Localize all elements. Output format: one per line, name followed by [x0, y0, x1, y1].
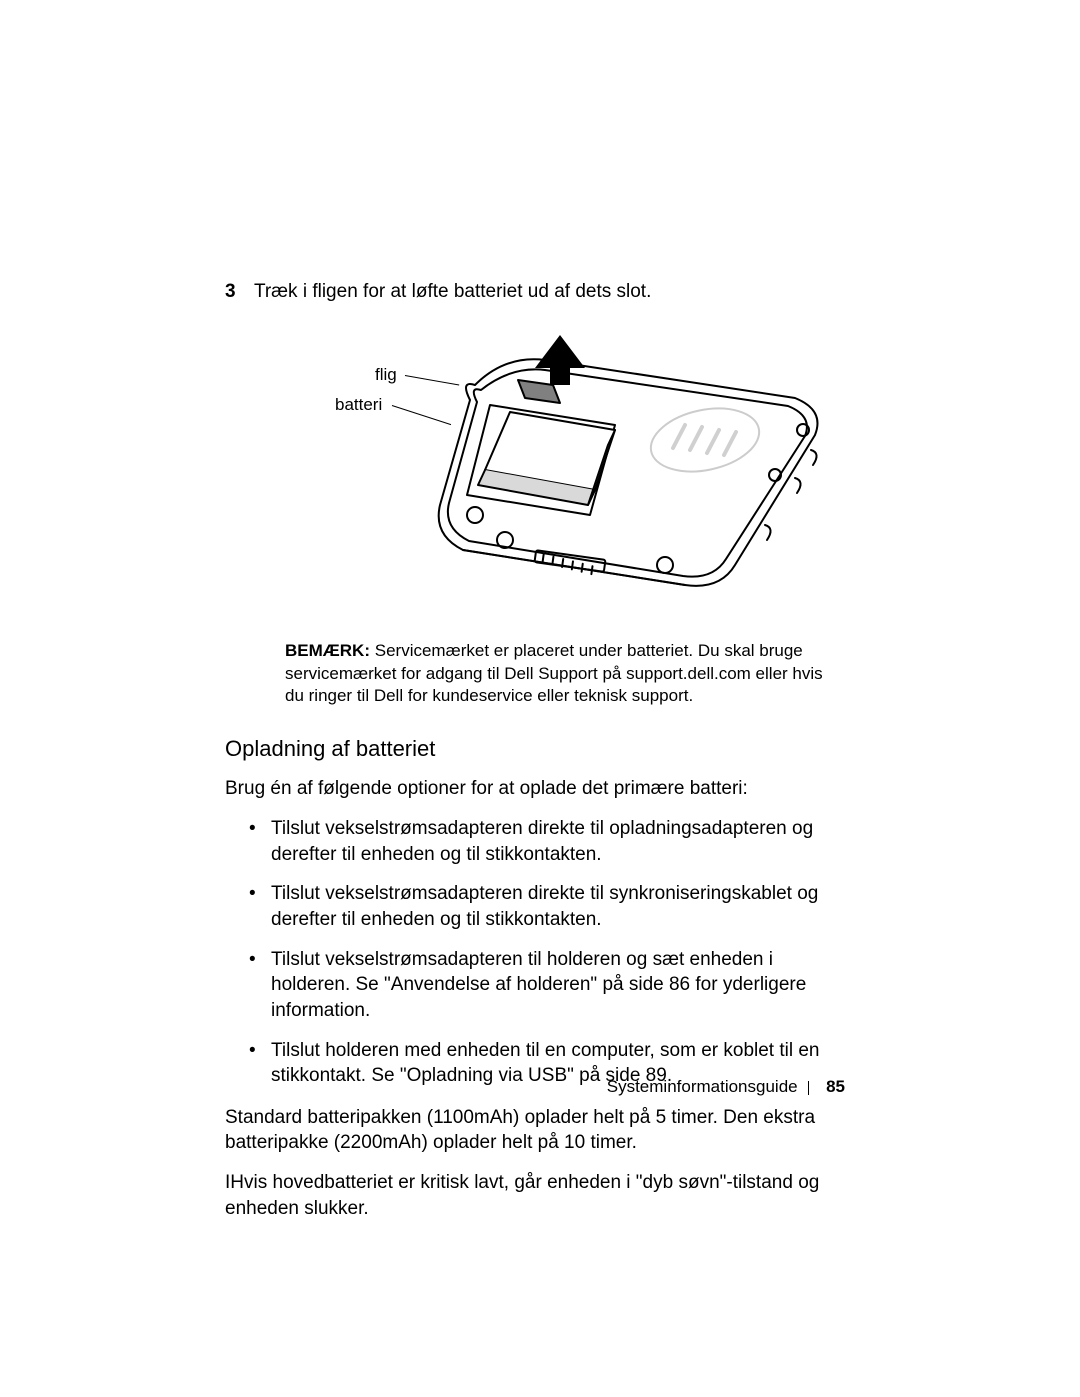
- callout-batteri-label: batteri: [335, 395, 382, 415]
- list-item: Tilslut vekselstrømsadapteren til holder…: [271, 947, 845, 1024]
- para-low-battery: IHvis hovedbatteriet er kritisk lavt, gå…: [225, 1170, 845, 1221]
- document-page: 3 Træk i fligen for at løfte batteriet u…: [0, 0, 1080, 1397]
- footer-title: Systeminformationsguide: [607, 1077, 798, 1096]
- list-item: Tilslut vekselstrømsadapteren direkte ti…: [271, 816, 845, 867]
- note-block: BEMÆRK: Servicemærket er placeret under …: [285, 640, 845, 709]
- step-number: 3: [225, 279, 249, 306]
- list-item: Tilslut vekselstrømsadapteren direkte ti…: [271, 881, 845, 932]
- option-list: Tilslut vekselstrømsadapteren direkte ti…: [225, 816, 845, 1089]
- section-heading: Opladning af batteriet: [225, 736, 845, 762]
- footer-page-number: 85: [826, 1077, 845, 1096]
- step-line: 3 Træk i fligen for at løfte batteriet u…: [225, 279, 845, 306]
- footer-separator: [808, 1081, 809, 1095]
- battery-figure: flig batteri: [275, 330, 895, 610]
- page-footer: Systeminformationsguide 85: [607, 1077, 845, 1097]
- step-text: Træk i fligen for at løfte batteriet ud …: [254, 281, 651, 302]
- section-intro: Brug én af følgende optioner for at opla…: [225, 776, 845, 802]
- device-illustration: [415, 330, 835, 590]
- para-standard-battery: Standard batteripakken (1100mAh) oplader…: [225, 1105, 845, 1156]
- note-label: BEMÆRK:: [285, 641, 370, 660]
- callout-flig-label: flig: [375, 365, 397, 385]
